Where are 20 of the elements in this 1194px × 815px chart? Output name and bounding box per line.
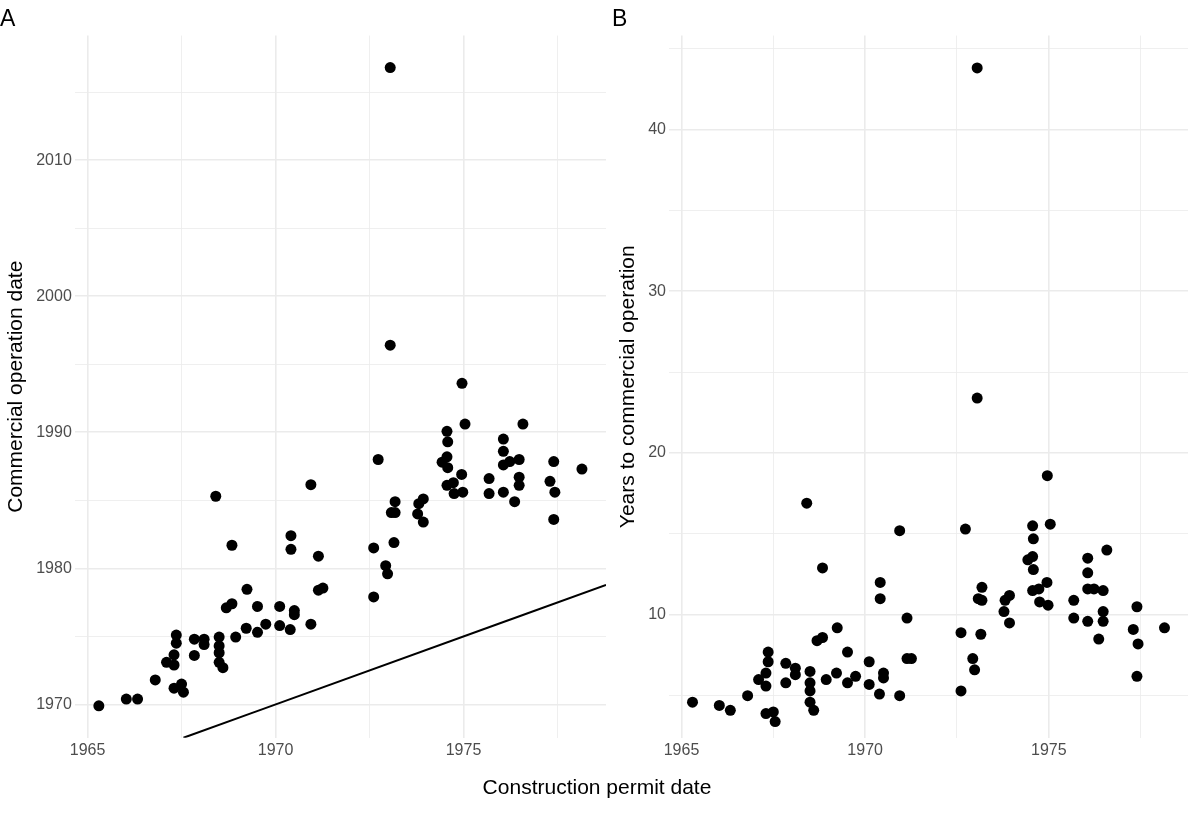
chart-title: A (0, 5, 16, 32)
y-tick-label: 2000 (36, 286, 72, 304)
chart-title: B (612, 5, 628, 32)
y-axis-title: Commercial operation date (3, 260, 27, 513)
y-tick-label: 1970 (36, 694, 72, 712)
x-tick-label: 1965 (663, 740, 700, 758)
y-tick-label: 2010 (36, 150, 72, 168)
y-tick-label: 30 (648, 281, 667, 299)
x-tick-label: 1965 (69, 740, 106, 758)
x-axis-title: Construction permit date (481, 775, 713, 799)
y-tick-label: 10 (648, 605, 667, 623)
y-tick-label: 1990 (36, 422, 72, 440)
y-axis-title: Years to commercial operation (615, 245, 639, 529)
y-tick-label: 20 (648, 443, 667, 461)
y-tick-label: 1980 (36, 558, 72, 576)
x-tick-label: 1970 (257, 740, 294, 758)
x-tick-label: 1975 (1030, 740, 1067, 758)
x-tick-label: 1975 (445, 740, 482, 758)
y-tick-label: 40 (648, 119, 667, 137)
x-tick-label: 1970 (847, 740, 884, 758)
